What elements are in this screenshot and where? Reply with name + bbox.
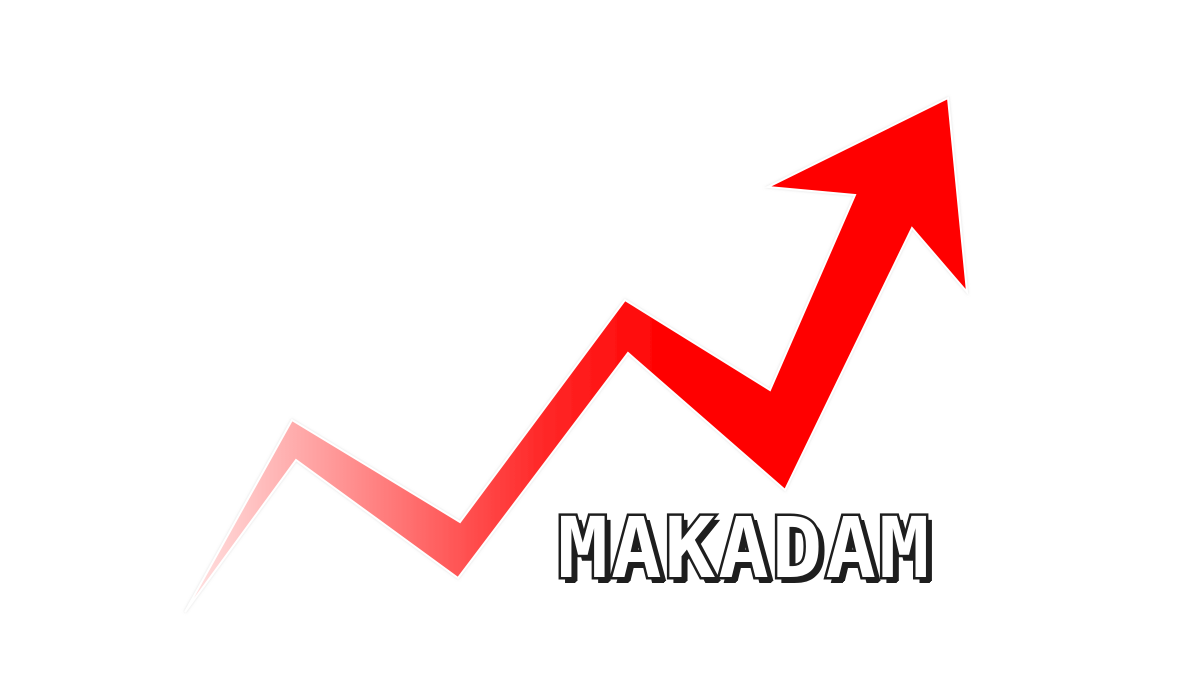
brand-wordmark: MAKADAM <box>555 497 933 600</box>
arrow-shape <box>184 96 969 613</box>
